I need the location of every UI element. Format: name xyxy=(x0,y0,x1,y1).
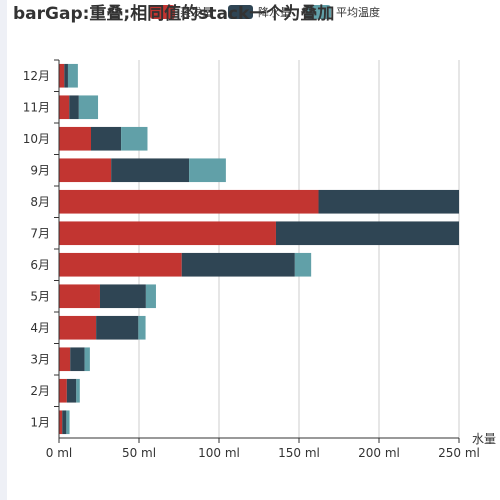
y-tick-label: 8月 xyxy=(30,195,50,209)
y-tick-label: 10月 xyxy=(23,132,50,146)
legend-item-2[interactable]: 降水量 xyxy=(228,5,291,19)
bar-3-5[interactable] xyxy=(145,284,156,309)
legend-label: 降水量 xyxy=(258,5,291,19)
bar-1-10[interactable] xyxy=(59,126,91,151)
y-tick-label: 3月 xyxy=(30,352,50,366)
bar-2-3[interactable] xyxy=(70,347,85,372)
bar-1-8[interactable] xyxy=(59,189,319,214)
legend-label: 蒸发量 xyxy=(180,5,213,19)
bar-3-10[interactable] xyxy=(121,126,148,151)
y-tick-label: 9月 xyxy=(30,163,50,177)
y-tick-label: 7月 xyxy=(30,226,50,240)
bar-3-4[interactable] xyxy=(138,315,146,340)
y-tick-label: 12月 xyxy=(23,69,50,83)
bar-3-2[interactable] xyxy=(76,378,80,403)
y-tick-label: 6月 xyxy=(30,258,50,272)
page-side-strip xyxy=(0,0,7,500)
bar-2-1[interactable] xyxy=(62,410,67,435)
y-tick-label: 5月 xyxy=(30,289,50,303)
bar-2-9[interactable] xyxy=(111,158,190,183)
bar-1-4[interactable] xyxy=(59,315,97,340)
bar-1-12[interactable] xyxy=(59,63,65,88)
bar-2-4[interactable] xyxy=(96,315,139,340)
y-tick-label: 2月 xyxy=(30,384,50,398)
axes-layer xyxy=(54,59,460,443)
legend-swatch xyxy=(228,5,253,19)
legend-swatch xyxy=(150,5,175,19)
bar-1-2[interactable] xyxy=(59,378,67,403)
bar-2-11[interactable] xyxy=(69,95,79,120)
bar-3-12[interactable] xyxy=(67,63,78,88)
bar-2-10[interactable] xyxy=(91,126,122,151)
bar-2-8[interactable] xyxy=(318,189,459,214)
bar-1-1[interactable] xyxy=(59,410,63,435)
bar-1-3[interactable] xyxy=(59,347,71,372)
y-tick-label: 1月 xyxy=(30,415,50,429)
bar-1-6[interactable] xyxy=(59,252,182,277)
bar-2-5[interactable] xyxy=(99,284,146,309)
y-tick-labels: 1月 2月 3月 4月 5月 6月 7月 8月 9月 10月 11月 12月 xyxy=(23,69,50,430)
x-tick-label: 50 ml xyxy=(122,446,156,460)
bar-3-3[interactable] xyxy=(84,347,90,372)
bar-3-1[interactable] xyxy=(66,410,70,435)
bar-1-9[interactable] xyxy=(59,158,112,183)
bar-2-7[interactable] xyxy=(275,221,459,246)
x-axis-label: 水量 xyxy=(472,432,496,446)
bar-2-12[interactable] xyxy=(64,63,68,88)
grid-lines xyxy=(138,60,460,438)
x-tick-label: 200 ml xyxy=(358,446,400,460)
chart-title: barGap:重叠;相同值的stack一个为叠加 xyxy=(13,3,334,24)
x-tick-label: 150 ml xyxy=(278,446,320,460)
bar-2-2[interactable] xyxy=(66,378,77,403)
bar-2-6[interactable] xyxy=(181,252,295,277)
bar-3-9[interactable] xyxy=(189,158,226,183)
bar-1-7[interactable] xyxy=(59,221,276,246)
legend-label: 平均温度 xyxy=(336,5,380,19)
x-tick-label: 100 ml xyxy=(198,446,240,460)
x-tick-labels: 0 ml 50 ml 100 ml 150 ml 200 ml 250 ml xyxy=(46,446,480,460)
bar-3-11[interactable] xyxy=(78,95,99,120)
legend-item-3[interactable]: 平均温度 xyxy=(306,5,380,19)
y-tick-label: 11月 xyxy=(23,100,50,114)
legend-item-1[interactable]: 蒸发量 xyxy=(150,5,213,19)
legend[interactable]: 蒸发量 降水量 平均温度 xyxy=(150,5,380,19)
bars-layer xyxy=(59,63,459,435)
bar-3-6[interactable] xyxy=(294,252,312,277)
x-tick-label: 250 ml xyxy=(438,446,480,460)
y-tick-label: 4月 xyxy=(30,321,50,335)
legend-swatch xyxy=(306,5,331,19)
x-tick-label: 0 ml xyxy=(46,446,72,460)
bar-1-5[interactable] xyxy=(59,284,100,309)
bar-1-11[interactable] xyxy=(59,95,70,120)
